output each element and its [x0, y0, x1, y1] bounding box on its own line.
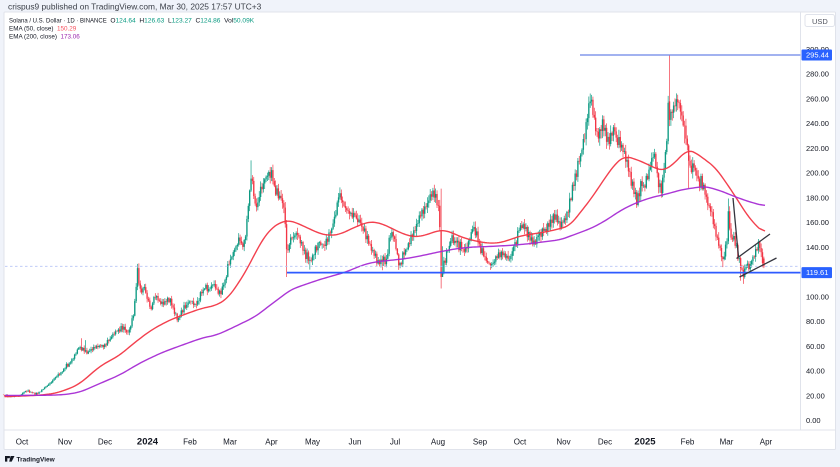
svg-text:crispus9 published on TradingV: crispus9 published on TradingView.com, M… — [8, 1, 262, 11]
svg-text:160.00: 160.00 — [806, 218, 829, 227]
svg-text:100.00: 100.00 — [806, 293, 829, 302]
svg-text:140.00: 140.00 — [806, 243, 829, 252]
svg-text:Apr: Apr — [760, 438, 773, 447]
svg-text:Mar: Mar — [223, 438, 237, 447]
svg-text:USD: USD — [812, 17, 828, 26]
svg-text:Jul: Jul — [390, 438, 400, 447]
svg-text:2024: 2024 — [137, 437, 159, 448]
svg-text:Sep: Sep — [473, 438, 488, 447]
svg-text:80.00: 80.00 — [806, 317, 825, 326]
svg-text:180.00: 180.00 — [806, 194, 829, 203]
svg-text:60.00: 60.00 — [806, 342, 825, 351]
svg-text:260.00: 260.00 — [806, 95, 829, 104]
svg-text:220.00: 220.00 — [806, 144, 829, 153]
svg-text:40.00: 40.00 — [806, 367, 825, 376]
svg-text:Feb: Feb — [681, 438, 695, 447]
svg-text:20.00: 20.00 — [806, 392, 825, 401]
svg-text:0.00: 0.00 — [806, 416, 821, 425]
svg-text:EMA (50, close) 150.29: EMA (50, close) 150.29 — [9, 25, 77, 32]
svg-text:Dec: Dec — [98, 438, 112, 447]
svg-text:Dec: Dec — [598, 438, 612, 447]
svg-text:Mar: Mar — [720, 438, 734, 447]
svg-text:Oct: Oct — [16, 438, 29, 447]
svg-text:Nov: Nov — [556, 438, 570, 447]
svg-text:Oct: Oct — [514, 438, 527, 447]
svg-text:280.00: 280.00 — [806, 70, 829, 79]
svg-text:119.61: 119.61 — [806, 268, 828, 277]
svg-text:Feb: Feb — [183, 438, 197, 447]
svg-text:240.00: 240.00 — [806, 119, 829, 128]
svg-text:Jun: Jun — [349, 438, 362, 447]
svg-text:Apr: Apr — [265, 438, 278, 447]
svg-text:295.44: 295.44 — [806, 51, 829, 60]
svg-text:May: May — [305, 438, 320, 447]
svg-text:TradingView: TradingView — [17, 456, 56, 463]
svg-text:Nov: Nov — [58, 438, 72, 447]
svg-text:200.00: 200.00 — [806, 169, 829, 178]
svg-text:Solana / U.S. Dollar · 1D · BI: Solana / U.S. Dollar · 1D · BINANCE O124… — [9, 17, 255, 24]
svg-text:2025: 2025 — [634, 437, 656, 448]
svg-text:Aug: Aug — [431, 438, 445, 447]
svg-text:EMA (200, close) 173.06: EMA (200, close) 173.06 — [9, 34, 80, 41]
